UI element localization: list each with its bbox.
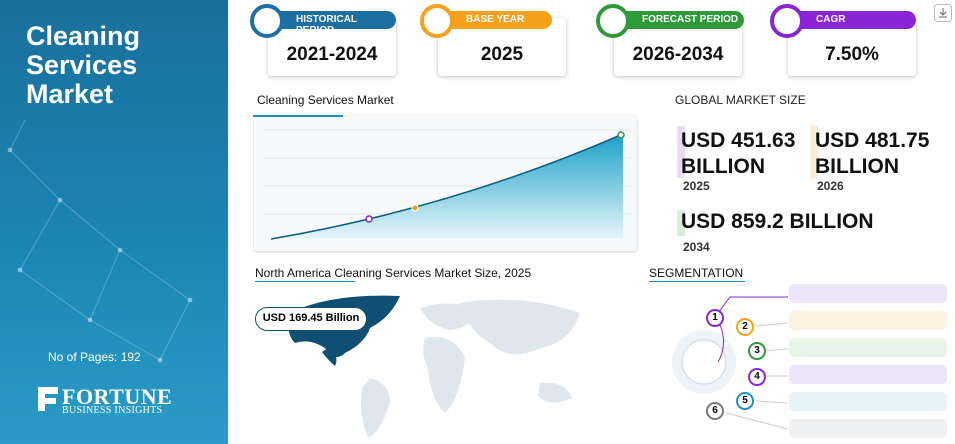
logo: FORTUNE [62, 384, 173, 409]
seg-number: 2 [736, 318, 754, 336]
seg-bar [789, 338, 947, 357]
card-value: 2025 [480, 44, 524, 65]
regional-title: North America Cleaning Services Market S… [255, 266, 532, 280]
logo-sub: BUSINESS INSIGHTS [62, 405, 163, 416]
seg-bar [789, 419, 947, 438]
size-value: USD 451.63 BILLION [681, 129, 796, 178]
seg-number: 3 [748, 342, 766, 360]
accent [810, 126, 818, 178]
regional-value: USD 169.45 Billion [255, 307, 367, 331]
trend-title: Cleaning Services Market [257, 93, 394, 107]
download-button[interactable] [934, 4, 952, 22]
size-title: GLOBAL MARKET SIZE [675, 93, 806, 107]
size-year: 2034 [683, 240, 710, 254]
card-label: BASE YEAR [428, 11, 552, 29]
seg-bar [789, 365, 947, 384]
underline [649, 281, 745, 282]
card-label: CAGR [778, 11, 916, 29]
size-year: 2026 [817, 179, 844, 193]
seg-bar [789, 284, 947, 303]
seg-number: 4 [748, 368, 766, 386]
card-icon [250, 4, 284, 38]
card-value: 7.50% [825, 44, 879, 65]
size-value: USD 859.2 BILLION [681, 210, 874, 233]
seg-number: 6 [706, 402, 724, 420]
card-icon [420, 4, 454, 38]
logo-icon [38, 387, 58, 411]
seg-bar [789, 311, 947, 330]
pages: No of Pages: 192 [48, 350, 141, 364]
accent [677, 210, 685, 236]
card-label: FORECAST PERIOD [604, 11, 744, 29]
seg-bar [789, 392, 947, 411]
seg-title: SEGMENTATION [649, 266, 744, 280]
seg-number: 1 [706, 309, 724, 327]
trend-chart [253, 115, 637, 251]
card-value: 2021-2024 [286, 44, 378, 65]
seg-diagram [672, 296, 789, 430]
network-decoration [7, 120, 193, 363]
card-label: HISTORICAL PERIOD [258, 11, 396, 36]
title: Cleaning Services Market [26, 21, 141, 109]
size-year: 2025 [683, 179, 710, 193]
card-icon [596, 4, 630, 38]
size-value: USD 481.75 BILLION [815, 129, 930, 178]
sidebar: Cleaning Services Market No of Pages: 19… [0, 0, 228, 444]
card-icon [770, 4, 804, 38]
card-value: 2026-2034 [632, 44, 724, 65]
underline [255, 281, 355, 282]
seg-number: 5 [736, 392, 754, 410]
accent [677, 126, 685, 178]
world-map [288, 295, 580, 438]
